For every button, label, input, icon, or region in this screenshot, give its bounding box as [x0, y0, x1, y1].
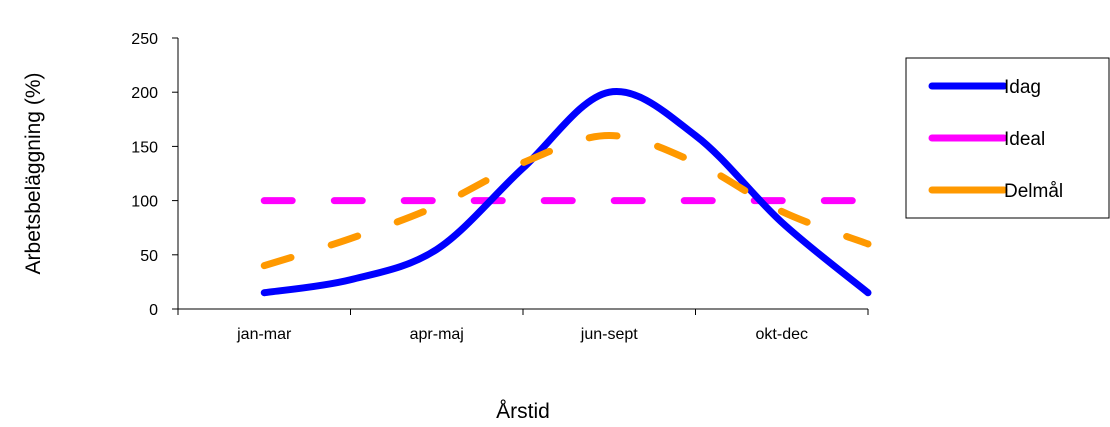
y-tick-label: 250: [131, 31, 158, 48]
legend-label-ideal: Ideal: [1004, 129, 1045, 150]
legend: Idag Ideal Delmål: [905, 57, 1110, 219]
plot-area: 0 50 100 150 200 250 jan-mar apr-maj jun-sept okt…: [131, 31, 872, 343]
x-tick-label: okt-dec: [756, 326, 808, 343]
y-tick-label: 0: [149, 302, 158, 319]
y-axis-title: Arbetsbeläggning (%): [22, 73, 45, 275]
y-tick-label: 200: [131, 85, 158, 102]
series-line-delmål: [260, 132, 872, 270]
x-tick-label: apr-maj: [410, 326, 464, 343]
series-line-idag: [260, 88, 872, 297]
x-tick-label: jun-sept: [580, 326, 638, 343]
legend-label-idag: Idag: [1004, 77, 1041, 98]
y-tick-label: 150: [131, 139, 158, 156]
legend-label-delmål: Delmål: [1004, 181, 1063, 202]
y-tick-label: 100: [131, 194, 158, 211]
y-tick-label: 50: [140, 248, 158, 265]
x-tick-label: jan-mar: [236, 326, 292, 343]
x-axis-title: Årstid: [496, 400, 550, 423]
